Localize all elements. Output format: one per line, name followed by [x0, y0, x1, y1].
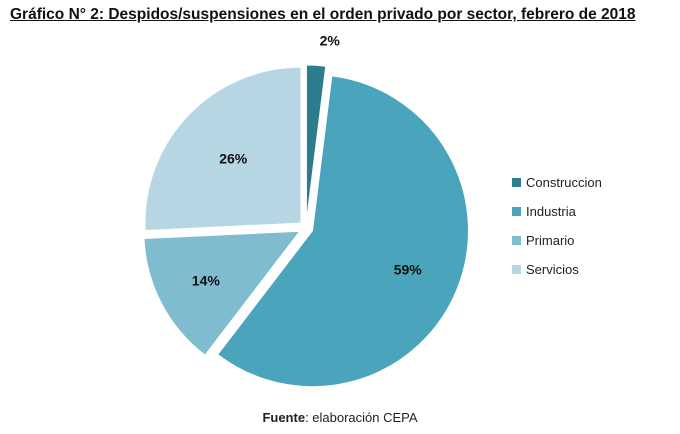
slice-label-servicios: 26%: [219, 151, 248, 167]
slice-label-primario: 14%: [192, 272, 221, 288]
legend-label-primario: Primario: [526, 233, 575, 248]
pie-slice-primario: [143, 230, 301, 356]
legend-label-construccion: Construccion: [526, 175, 602, 190]
legend-label-industria: Industria: [526, 204, 576, 219]
legend: Construccion Industria Primario Servicio…: [512, 168, 602, 284]
slice-label-industria: 59%: [394, 262, 423, 278]
legend-item-construccion: Construccion: [512, 168, 602, 197]
legend-swatch-servicios: [512, 265, 521, 274]
legend-item-primario: Primario: [512, 226, 602, 255]
legend-label-servicios: Servicios: [526, 262, 579, 277]
legend-item-industria: Industria: [512, 197, 602, 226]
pie-slice-industria: [216, 75, 469, 388]
source-label: Fuente: [262, 410, 306, 425]
chart-title: Gráfico N° 2: Despidos/suspensiones en e…: [10, 6, 636, 23]
legend-swatch-primario: [512, 236, 521, 245]
slice-label-construccion: 2%: [320, 32, 341, 48]
legend-swatch-construccion: [512, 178, 521, 187]
source-text: : elaboración CEPA: [305, 410, 418, 425]
source-note: Fuente: elaboración CEPA: [0, 410, 680, 425]
pie-slice-servicios: [144, 66, 302, 231]
legend-item-servicios: Servicios: [512, 255, 602, 284]
pie-slice-construccion: [305, 64, 327, 222]
legend-swatch-industria: [512, 207, 521, 216]
